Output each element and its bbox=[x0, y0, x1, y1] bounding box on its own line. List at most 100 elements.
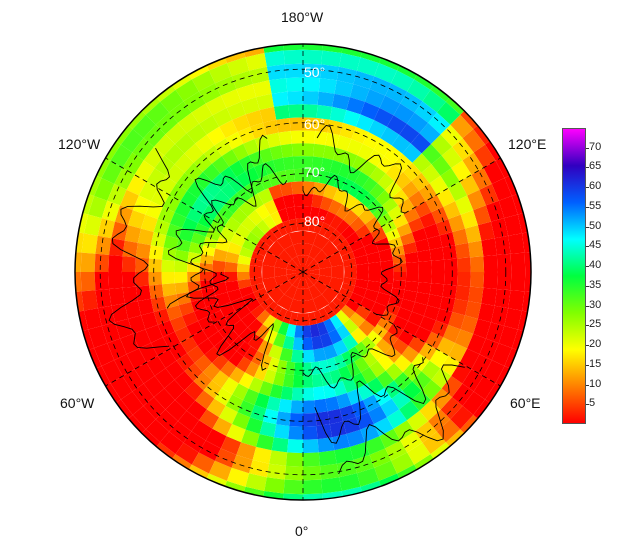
grid-cell bbox=[342, 193, 359, 210]
grid-cell bbox=[346, 429, 365, 447]
grid-cell bbox=[250, 225, 266, 240]
grid-cell bbox=[404, 281, 419, 293]
grid-cell bbox=[218, 324, 234, 339]
grid-cell bbox=[373, 417, 394, 437]
grid-cell bbox=[329, 106, 347, 123]
grid-cell bbox=[166, 223, 183, 239]
grid-cell bbox=[386, 115, 407, 135]
grid-cell bbox=[273, 104, 290, 120]
grid-cell bbox=[316, 104, 333, 120]
grid-cell bbox=[202, 363, 221, 381]
grid-cell bbox=[429, 175, 449, 195]
grid-cell bbox=[385, 346, 402, 363]
grid-cell bbox=[263, 369, 277, 384]
grid-cell bbox=[279, 182, 293, 197]
colorbar-tick-label: 15 bbox=[589, 357, 602, 370]
grid-cell bbox=[141, 214, 158, 232]
grid-cell bbox=[221, 345, 237, 361]
grid-cell bbox=[245, 231, 261, 246]
grid-cell bbox=[436, 219, 453, 236]
grid-cell bbox=[184, 363, 203, 382]
grid-cell bbox=[403, 321, 420, 337]
grid-cell bbox=[348, 346, 363, 362]
grid-cell bbox=[483, 360, 505, 384]
grid-cell bbox=[414, 326, 432, 343]
grid-cell bbox=[187, 345, 205, 363]
grid-cell bbox=[368, 120, 387, 139]
grid-cell bbox=[303, 63, 322, 79]
grid-cell bbox=[276, 118, 291, 133]
grid-cell bbox=[278, 398, 292, 413]
grid-cell bbox=[268, 344, 283, 360]
grid-cell bbox=[232, 412, 251, 430]
grid-cell bbox=[357, 143, 374, 161]
grid-cell bbox=[107, 183, 127, 206]
grid-cell bbox=[220, 89, 242, 108]
grid-cell bbox=[267, 240, 285, 258]
grid-cell bbox=[399, 123, 420, 144]
grid-cell bbox=[254, 135, 270, 152]
grid-cell bbox=[385, 181, 402, 198]
grid-cell bbox=[290, 130, 303, 144]
grid-cell bbox=[293, 242, 303, 256]
grid-cell bbox=[274, 266, 287, 278]
grid-cell bbox=[259, 421, 277, 438]
grid-cell bbox=[230, 192, 245, 208]
colorbar-tick-label: 30 bbox=[589, 298, 602, 311]
grid-cell bbox=[338, 365, 352, 381]
grid-cell bbox=[491, 178, 512, 201]
grid-cell bbox=[367, 330, 383, 345]
grid-cell bbox=[333, 339, 349, 356]
grid-cell bbox=[191, 330, 208, 346]
grid-cell bbox=[163, 294, 179, 309]
grid-cell bbox=[245, 361, 260, 378]
grid-cell bbox=[351, 126, 369, 144]
coastline-segment bbox=[314, 357, 427, 444]
coastline-segment bbox=[166, 134, 268, 309]
grid-cell bbox=[114, 354, 135, 377]
grid-cell bbox=[410, 133, 431, 154]
grid-cell bbox=[360, 232, 376, 247]
grid-cell bbox=[450, 114, 474, 139]
grid-cell bbox=[236, 341, 251, 357]
grid-cell bbox=[405, 261, 419, 272]
grid-cell bbox=[524, 251, 531, 272]
grid-cell bbox=[496, 253, 512, 272]
grid-cell bbox=[175, 442, 199, 465]
grid-cell bbox=[228, 351, 244, 367]
grid-cell bbox=[431, 368, 452, 389]
colorbar-tick-label: 5 bbox=[589, 397, 596, 410]
grid-cell bbox=[369, 360, 386, 378]
grid-cell bbox=[153, 388, 175, 410]
grid-cell bbox=[215, 292, 231, 307]
grid-cell bbox=[374, 63, 397, 84]
grid-cell bbox=[333, 188, 349, 205]
grid-cell bbox=[356, 272, 369, 281]
grid-cell bbox=[137, 298, 154, 316]
grid-cell bbox=[286, 77, 303, 92]
grid-cell bbox=[323, 304, 336, 319]
grid-cell bbox=[153, 134, 175, 156]
grid-cell bbox=[256, 309, 271, 325]
grid-cell bbox=[442, 284, 457, 299]
grid-cell bbox=[191, 298, 206, 312]
grid-cell bbox=[165, 164, 185, 184]
grid-cell bbox=[286, 272, 299, 281]
grid-cell bbox=[288, 299, 303, 314]
grid-cell bbox=[404, 251, 419, 263]
grid-cell bbox=[145, 201, 163, 220]
grid-cell bbox=[510, 272, 526, 292]
grid-cell bbox=[385, 303, 401, 316]
grid-cell bbox=[321, 477, 342, 494]
grid-cell bbox=[146, 355, 166, 376]
grid-cell bbox=[394, 354, 412, 373]
grid-cell bbox=[303, 230, 318, 245]
grid-cell bbox=[199, 115, 220, 135]
grid-cell bbox=[332, 93, 350, 110]
colorbar-tick-label: 10 bbox=[589, 377, 602, 390]
grid-cell bbox=[401, 345, 419, 363]
grid-cell bbox=[202, 163, 221, 181]
grid-cell bbox=[122, 240, 138, 258]
grid-cell bbox=[184, 143, 204, 163]
grid-cell bbox=[455, 195, 474, 215]
